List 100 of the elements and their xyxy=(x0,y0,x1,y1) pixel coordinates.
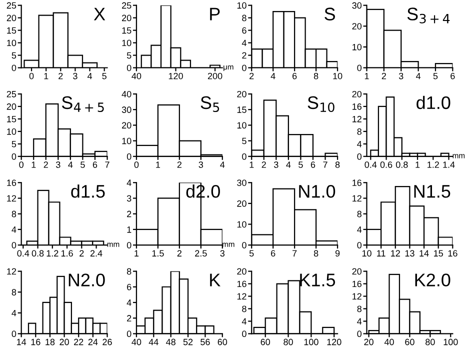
x-tick-label: 8 xyxy=(314,250,318,257)
x-tick-label: 40 xyxy=(132,72,142,80)
x-tick-label: 1.4 xyxy=(443,162,455,168)
y-tick-label: 20 xyxy=(352,268,362,275)
x-tick-label: 8 xyxy=(335,162,340,168)
y-tick-label: 4 xyxy=(357,140,362,148)
y-tick-label: 15 xyxy=(7,116,16,122)
x-tick-label: 100 xyxy=(444,338,458,346)
x-tick-label: 6 xyxy=(292,72,297,80)
y-tick-label: 0 xyxy=(126,64,132,72)
x-tick-label: 18 xyxy=(46,338,55,346)
y-tick-label: 0 xyxy=(357,242,362,248)
x-tick-label: 5 xyxy=(249,250,254,257)
y-tick-label: 30 xyxy=(122,106,132,113)
x-tick-label: 2 xyxy=(177,162,182,168)
y-tick-label: 4 xyxy=(126,300,132,306)
y-tick-label: 15 xyxy=(122,27,132,34)
x-tick-label: 120 xyxy=(168,72,183,80)
x-tick-label: 1 xyxy=(250,162,254,168)
chart-title: S$_{4+5}$ xyxy=(62,96,104,112)
y-tick-label: 0 xyxy=(126,330,132,338)
chart-title: N2.0 xyxy=(68,274,105,286)
y-tick-label: 0 xyxy=(12,242,16,248)
chart-title: S$_{5}$ xyxy=(200,96,220,112)
y-tick-label: 10 xyxy=(237,122,246,129)
x-tick-label: 8 xyxy=(314,72,318,80)
x-tick-label: 1 xyxy=(32,162,36,168)
x-tick-label: 4 xyxy=(220,162,225,168)
x-tick-label: 0.8 xyxy=(32,250,44,257)
y-tick-label: 20 xyxy=(122,14,132,22)
y-tick-label: 8 xyxy=(242,306,246,312)
x-tick-label: 7 xyxy=(105,162,110,168)
x-tick-label: 10 xyxy=(333,72,342,80)
y-tick-label: 16 xyxy=(352,280,362,288)
y-tick-label: 15 xyxy=(237,106,246,113)
y-tick-label: 10 xyxy=(237,2,246,9)
y-tick-label: 12 xyxy=(352,116,362,122)
x-tick-label: 3 xyxy=(220,250,225,257)
x-tick-label: 1.6 xyxy=(61,250,73,257)
y-tick-label: 0 xyxy=(126,242,132,248)
x-tick-label: 14 xyxy=(17,338,26,346)
x-tick-label: 5 xyxy=(433,72,438,80)
x-tick-label: 6 xyxy=(310,162,316,168)
y-tick-label: 25 xyxy=(122,2,132,9)
chart-title: N1.5 xyxy=(414,185,450,198)
x-tick-label: 9 xyxy=(335,250,340,257)
y-tick-label: 4 xyxy=(242,40,246,46)
y-tick-label: 0 xyxy=(357,64,362,72)
y-tick-label: 30 xyxy=(237,180,246,186)
x-tick-label: 10 xyxy=(362,250,372,257)
chart-title: S$_{10}$ xyxy=(308,96,334,112)
x-tick-label: 1 xyxy=(416,162,420,168)
y-tick-label: 10 xyxy=(7,128,16,135)
y-tick-label: 20 xyxy=(237,200,246,207)
y-tick-label: 8 xyxy=(357,306,362,312)
y-tick-label: 12 xyxy=(237,293,246,300)
y-tick-label: 4 xyxy=(242,318,246,324)
x-tick-label: 14 xyxy=(420,250,429,256)
x-tick-label: 80 xyxy=(426,338,435,346)
y-tick-label: 8 xyxy=(242,14,246,22)
y-tick-label: 6 xyxy=(242,27,246,34)
x-tick-label: 7 xyxy=(292,250,297,256)
x-tick-label: 3 xyxy=(73,72,78,80)
y-tick-label: 2 xyxy=(127,210,132,218)
y-tick-label: 20 xyxy=(6,14,16,22)
x-tick-label: 1 xyxy=(134,250,139,256)
x-tick-label: 2.5 xyxy=(195,250,207,257)
x-tick-label: 15 xyxy=(434,250,443,257)
y-tick-label: 16 xyxy=(352,103,362,110)
y-tick-label: 0 xyxy=(12,153,16,160)
x-tick-label: 3 xyxy=(274,162,278,168)
y-tick-label: 20 xyxy=(237,268,246,275)
x-tick-label: 16 xyxy=(448,250,458,257)
x-tick-label: 0 xyxy=(19,162,24,168)
y-tick-label: 4 xyxy=(126,180,132,186)
x-tick-label: 13 xyxy=(405,250,414,257)
y-tick-label: 10 xyxy=(352,44,362,50)
chart-title: K xyxy=(210,274,220,286)
x-tick-label: 3 xyxy=(198,162,204,168)
y-tick-label: 10 xyxy=(237,221,246,228)
chart-title: X xyxy=(94,8,106,20)
y-tick-label: 3 xyxy=(126,195,132,202)
x-tick-label: 0.4 xyxy=(17,250,30,257)
y-tick-label: 0 xyxy=(12,330,16,338)
x-tick-label: 22 xyxy=(74,338,84,346)
y-tick-label: 20 xyxy=(237,90,246,98)
y-tick-label: 5 xyxy=(12,140,16,148)
chart-title: P xyxy=(210,8,220,20)
chart-title: N1.0 xyxy=(299,184,336,198)
x-tick-label: 60 xyxy=(405,338,414,346)
chart-title: d1.0 xyxy=(416,96,450,110)
chart-title: S$_{3+4}$ xyxy=(407,8,450,24)
y-tick-label: 0 xyxy=(126,153,132,160)
x-tick-label: 2 xyxy=(262,162,266,168)
chart-title: K1.5 xyxy=(300,274,336,286)
x-tick-label: 120 xyxy=(327,338,342,346)
x-tick-label: 3 xyxy=(398,72,404,80)
y-tick-label: 10 xyxy=(122,138,132,144)
x-tick-label: 4 xyxy=(270,72,276,80)
x-tick-label: 60 xyxy=(260,338,270,346)
